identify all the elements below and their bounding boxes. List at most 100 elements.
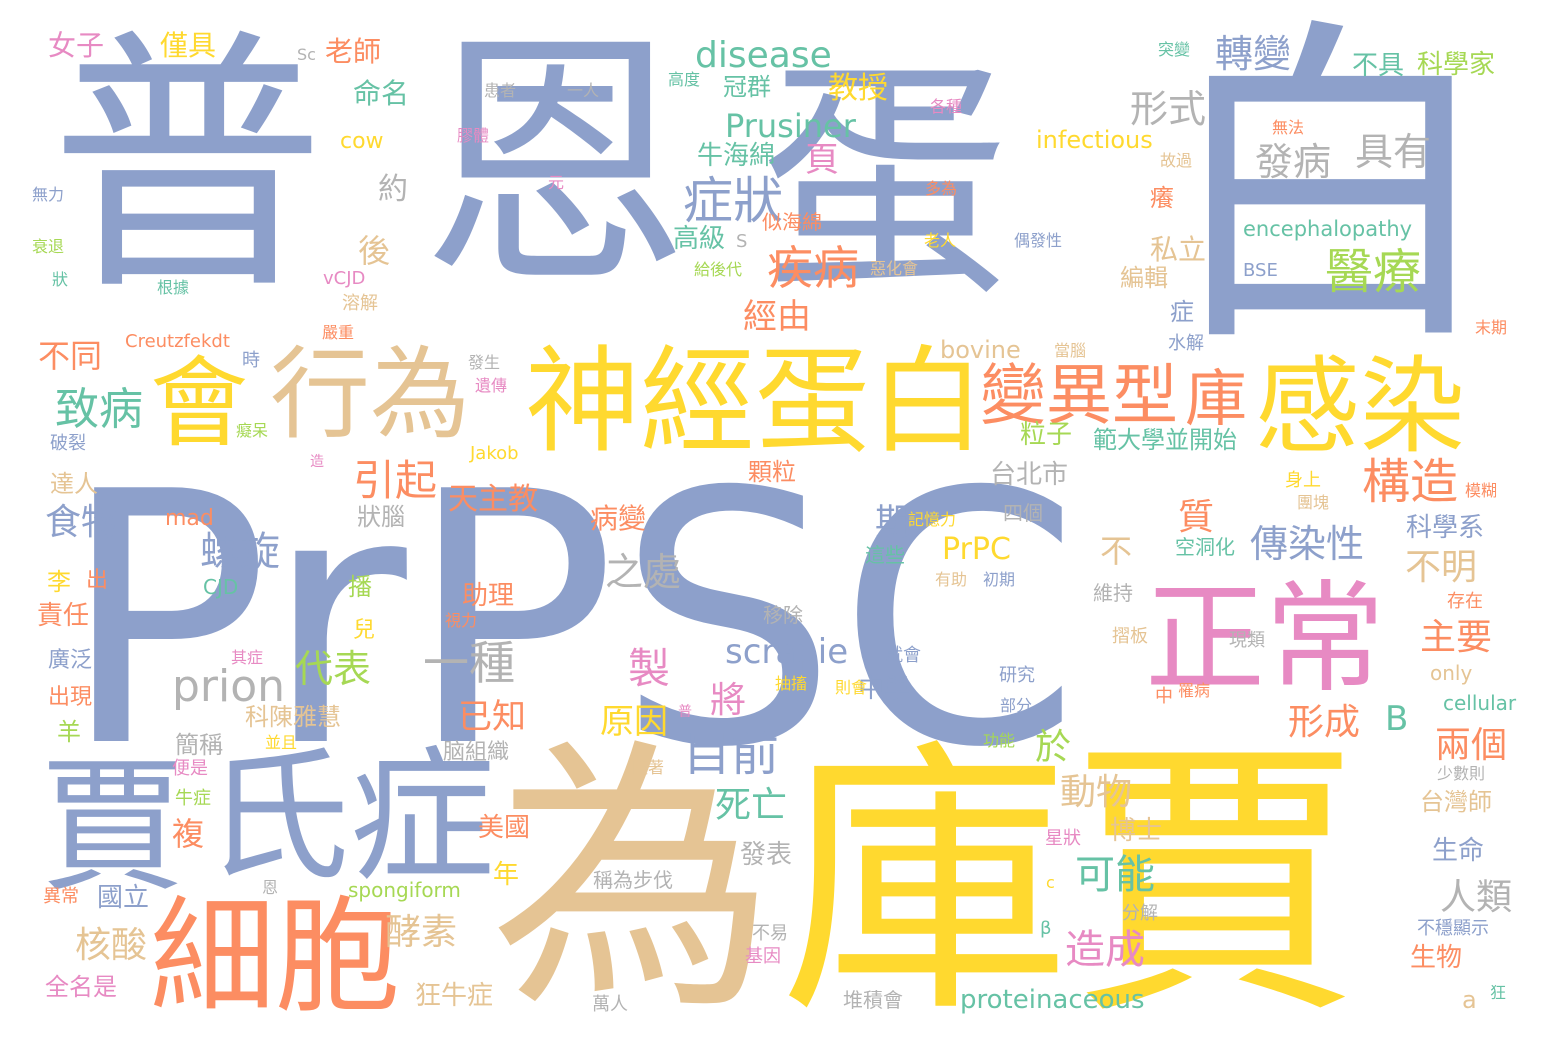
word: 高級	[673, 224, 726, 254]
word: 癢	[1150, 184, 1174, 212]
word: mad	[165, 506, 214, 531]
word: 末期	[1475, 318, 1508, 337]
word: 功能	[983, 731, 1016, 750]
word: 核酸	[75, 925, 148, 966]
word: Creutzfekdt	[125, 331, 230, 352]
word: c	[1046, 873, 1055, 892]
word: B	[1385, 699, 1409, 739]
word: 人類	[1440, 877, 1513, 918]
word: 症狀	[683, 172, 783, 230]
word: 不同	[38, 337, 103, 375]
word: 遺傳	[475, 376, 508, 395]
word: 則會	[835, 678, 868, 697]
word: 兩個	[1435, 725, 1508, 766]
word: 嚴重	[322, 323, 355, 342]
word: 老人	[924, 231, 957, 250]
word: 原因	[600, 702, 668, 742]
word: 發生	[468, 353, 501, 372]
word: 致病	[55, 384, 143, 435]
word: spongiform	[348, 878, 461, 902]
word: 多為	[925, 179, 958, 198]
word: 膠體	[457, 126, 490, 145]
word: 分解	[1122, 903, 1158, 924]
word: 發表	[740, 840, 793, 870]
word: 各種	[930, 97, 963, 116]
word: 變異型	[980, 357, 1178, 434]
word: 罹病	[1178, 681, 1211, 700]
word: 牛海綿	[697, 141, 776, 171]
word: cellular	[1443, 691, 1517, 715]
word: 死亡	[715, 785, 788, 826]
word: 惡化會	[870, 259, 919, 278]
word: 疾病	[767, 241, 859, 295]
word: 教授	[828, 71, 888, 106]
word: 庫	[1185, 362, 1248, 435]
word: 頁	[805, 140, 839, 180]
word: 高度	[668, 70, 701, 89]
word: 狂牛症	[415, 981, 494, 1011]
word: 記憶力	[908, 510, 957, 529]
word: 癡呆	[236, 421, 269, 440]
word: 狀腦	[357, 503, 405, 531]
word: 少數則	[1437, 764, 1486, 783]
word: 造	[310, 454, 324, 470]
word: 顆粒	[748, 458, 796, 486]
word: 堆積會	[843, 988, 903, 1012]
word: 可能	[1075, 852, 1155, 898]
word: 達人	[50, 470, 98, 498]
word: 編輯	[1120, 264, 1168, 292]
word: 天主教	[448, 482, 538, 517]
word: 國立	[97, 883, 150, 913]
word: BSE	[1243, 260, 1278, 281]
word: 便是	[172, 758, 208, 779]
word: 恩	[262, 878, 279, 897]
word: 其症	[231, 648, 264, 667]
word: vCJD	[323, 268, 366, 289]
word: 中學	[858, 674, 911, 704]
word: 視力	[445, 611, 478, 630]
word: a	[1462, 986, 1477, 1014]
word: 不明	[1405, 547, 1478, 588]
word: 不穩顯示	[1417, 918, 1489, 939]
word: 破裂	[50, 433, 86, 454]
word: 兒	[353, 618, 376, 643]
word: 責任	[37, 601, 90, 631]
word: 並且	[265, 733, 298, 752]
word: 範大學並開始	[1093, 426, 1237, 454]
word: 發病	[1255, 140, 1332, 184]
word: 患者	[484, 81, 517, 100]
word: prion	[172, 661, 286, 712]
word: 溶解	[342, 293, 378, 314]
word: Prusiner	[725, 107, 856, 145]
word: 狂	[1490, 983, 1507, 1002]
word: 科學家	[1417, 50, 1496, 80]
word: 製	[628, 644, 671, 693]
word: 後	[358, 232, 391, 270]
word: 會	[150, 347, 249, 461]
word: 生物	[1410, 943, 1463, 973]
word: 脑組織	[443, 740, 510, 765]
word: 部分	[1000, 696, 1033, 715]
word: 螺旋	[200, 529, 280, 575]
word: 突變	[1158, 40, 1191, 59]
word: 將	[710, 680, 747, 721]
word: 出	[86, 568, 109, 593]
word: 普	[678, 704, 692, 720]
word: 感染	[1255, 346, 1466, 468]
word: Sc	[297, 45, 316, 64]
word: 蛋	[760, 37, 1010, 328]
word: 醫療	[1325, 244, 1422, 300]
word: 偶發性	[1014, 231, 1063, 250]
word: 已知	[458, 697, 526, 737]
word: 空洞化	[1175, 535, 1235, 559]
word: 代表	[295, 647, 372, 691]
word: 生命	[1432, 836, 1485, 866]
word: 根據	[157, 278, 190, 297]
word: 複	[172, 815, 205, 853]
word: 質	[1178, 497, 1215, 538]
word: 科陳雅慧	[245, 703, 341, 731]
word: 全名是	[45, 973, 117, 1001]
word: 狀	[52, 270, 69, 289]
word: 症	[1170, 298, 1194, 326]
word: scrapie	[725, 632, 849, 672]
